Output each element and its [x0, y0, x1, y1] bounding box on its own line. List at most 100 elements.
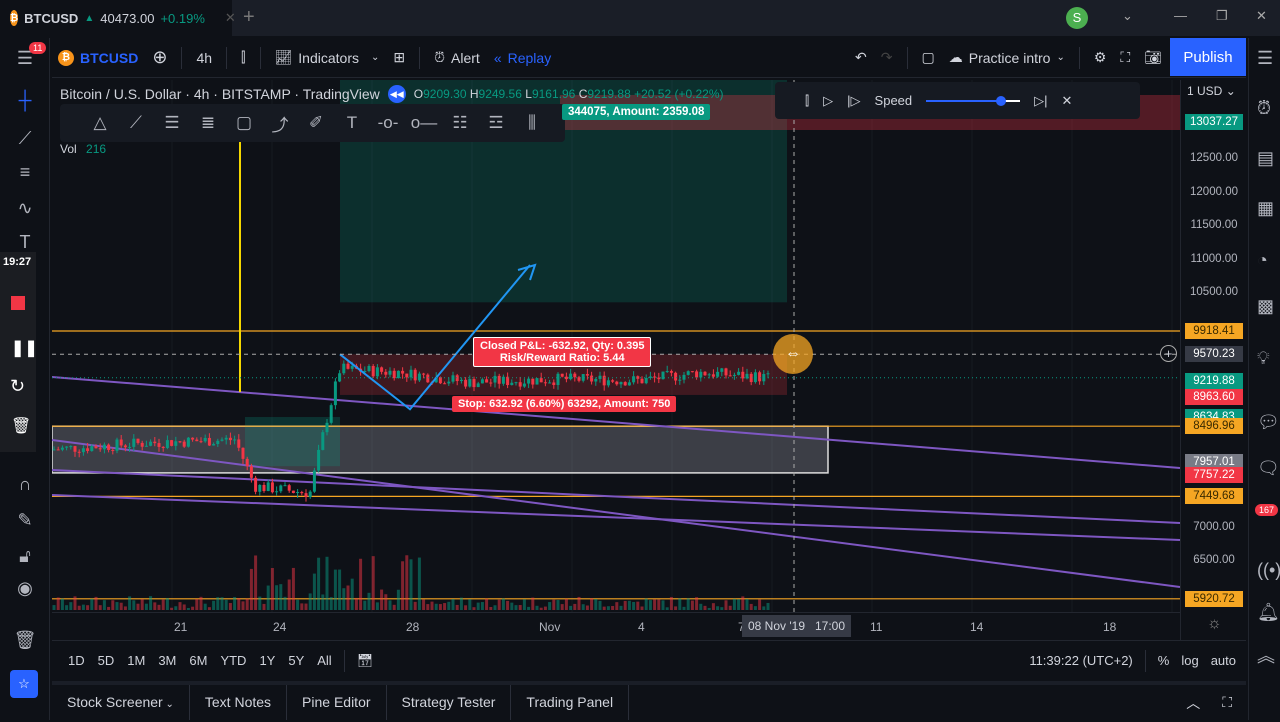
tab-stock-screener[interactable]: Stock Screener ⌄ — [52, 685, 190, 720]
alert-button[interactable]: ⏰︎ Alert — [434, 49, 480, 66]
symbol-button[interactable]: ₿ BTCUSD — [58, 49, 138, 66]
range-1m[interactable]: 1M — [127, 653, 146, 668]
tab-trading-panel[interactable]: Trading Panel — [511, 685, 630, 720]
notifications-bell-icon[interactable]: 🔔︎ — [1257, 602, 1280, 622]
chat-icon[interactable]: 💬︎ — [1257, 412, 1280, 432]
tab-text-notes[interactable]: Text Notes — [190, 685, 288, 720]
play-icon[interactable]: ▷ — [823, 92, 834, 108]
crosshair-icon[interactable]: ┼ — [18, 90, 32, 110]
close-window-icon[interactable]: ✕ — [1256, 8, 1267, 23]
delete-recording-icon[interactable]: 🗑 — [11, 418, 32, 435]
log-scale-toggle[interactable]: log — [1181, 653, 1199, 668]
range-6m[interactable]: 6M — [189, 653, 208, 668]
pause-icon[interactable]: ❚❚ — [11, 340, 38, 357]
indicators-button[interactable]: 📈︎ Indicators ⌄ — [275, 49, 380, 66]
messages-icon[interactable]: 🗨︎ — [1257, 458, 1280, 478]
settings-gear-icon[interactable]: ⚙ — [1093, 49, 1107, 65]
news-icon[interactable]: ▤ — [1257, 148, 1275, 168]
publish-button[interactable]: Publish — [1170, 38, 1246, 76]
speed-slider[interactable] — [926, 94, 1021, 108]
stop-record-icon[interactable] — [11, 296, 25, 310]
horizontal-line-icon[interactable]: o— — [410, 113, 438, 132]
slider-knob[interactable] — [996, 95, 1007, 106]
fib-tool-icon[interactable]: ≣ — [200, 113, 216, 132]
trendline-tool-icon[interactable]: ⟋ — [130, 113, 142, 132]
currency-selector[interactable]: 1 USD ⌄ — [1187, 84, 1236, 98]
fib-icon[interactable]: ≡ — [19, 162, 31, 182]
streams-icon[interactable]: ((•)) — [1257, 560, 1280, 580]
triangle-tool-icon[interactable]: △ — [93, 113, 107, 132]
expand-panel-icon[interactable]: ︿ — [1186, 694, 1201, 711]
chart-tab[interactable]: ₿ BTCUSD ▲ 40473.00 +0.19% ✕ — [0, 0, 236, 36]
collapse-panel-icon[interactable]: ︽ — [1257, 646, 1275, 666]
maximize-panel-icon[interactable]: ⛶ — [1222, 694, 1232, 710]
trendline-icon[interactable]: ⟋ — [18, 128, 32, 148]
range-all[interactable]: All — [317, 653, 332, 668]
step-forward-icon[interactable]: |▷ — [847, 92, 861, 108]
camera-icon[interactable]: 📷︎ — [1144, 49, 1162, 65]
add-alert-plus-icon[interactable]: + — [1160, 345, 1177, 362]
watchlist-icon[interactable]: ☰ — [1257, 48, 1274, 68]
chevron-down-icon[interactable]: ⌄ — [1122, 8, 1133, 23]
star-favorites-icon[interactable]: ☆ — [10, 670, 38, 698]
layout-menu[interactable]: ☁︎ Practice intro ⌄ — [949, 49, 1065, 66]
text-tool-icon[interactable]: T — [346, 113, 358, 132]
range-ytd[interactable]: YTD — [220, 653, 247, 668]
lock-icon[interactable]: 🔓︎ — [19, 546, 31, 566]
ideas-lightbulb-icon[interactable]: 💡︎ — [1257, 348, 1270, 368]
crosshair-handle[interactable]: ⇔ — [773, 334, 813, 374]
candle-type-icon[interactable]: ⫿ — [241, 49, 246, 65]
redo-icon[interactable]: ↷ — [880, 49, 893, 65]
restart-icon[interactable]: ↻ — [10, 376, 26, 396]
auto-scale-toggle[interactable]: auto — [1210, 653, 1236, 668]
range-5y[interactable]: 5Y — [288, 653, 305, 668]
compare-add-icon[interactable]: ⊕ — [152, 47, 168, 67]
range-5d[interactable]: 5D — [97, 653, 115, 668]
minimize-icon[interactable]: — — [1174, 8, 1187, 23]
calendar-icon[interactable]: ▩ — [1257, 296, 1275, 316]
undo-icon[interactable]: ↶ — [855, 49, 867, 65]
range-1d[interactable]: 1D — [68, 653, 85, 668]
tab-strategy-tester[interactable]: Strategy Tester — [387, 685, 512, 720]
close-tab-icon[interactable]: ✕ — [224, 10, 236, 25]
range-1y[interactable]: 1Y — [259, 653, 276, 668]
short-position-icon[interactable]: ☲ — [488, 113, 504, 132]
ray-tool-icon[interactable]: -o- — [377, 113, 399, 132]
jump-to-realtime-icon[interactable]: ▷| — [1034, 92, 1048, 108]
axis-settings-icon[interactable]: ☼ — [1207, 615, 1222, 632]
eye-icon[interactable]: ◉ — [17, 578, 33, 598]
menu-icon[interactable]: ☰ — [16, 48, 34, 68]
tab-pine-editor[interactable]: Pine Editor — [287, 685, 387, 720]
price-axis[interactable]: 1 USD ⌄ 12500.00 12000.00 11500.00 11000.00… — [1180, 80, 1246, 640]
pitchfork-icon[interactable]: ⫼ — [528, 113, 536, 132]
new-tab-icon[interactable]: + — [243, 6, 255, 28]
layout-square-icon[interactable]: ▢ — [921, 49, 935, 65]
trash-icon[interactable]: 🗑︎ — [13, 630, 37, 650]
close-replay-icon[interactable]: ✕ — [1061, 92, 1073, 108]
goto-date-icon[interactable]: 📅︎ — [356, 652, 374, 668]
long-position-icon[interactable]: ☷ — [452, 113, 468, 132]
range-3m[interactable]: 3M — [158, 653, 177, 668]
screener-icon[interactable]: ▦ — [1257, 198, 1275, 218]
interval-button[interactable]: 4h — [196, 49, 213, 66]
avatar[interactable]: S — [1066, 7, 1088, 29]
text-icon[interactable]: T — [19, 232, 31, 252]
fullscreen-icon[interactable]: ⛶ — [1120, 49, 1131, 65]
alarm-icon[interactable]: ⏰︎ — [1257, 98, 1272, 118]
rectangle-tool-icon[interactable]: ▢ — [235, 113, 253, 132]
replay-button[interactable]: « Replay — [494, 50, 551, 66]
restore-icon[interactable]: ❐ — [1216, 8, 1228, 23]
data-window-icon[interactable]: ◔ — [1257, 250, 1268, 270]
parallel-channel-icon[interactable]: ☰ — [164, 113, 180, 132]
brush-tool-icon[interactable]: ✐ — [308, 113, 324, 132]
pattern-icon[interactable]: ∿ — [17, 198, 33, 218]
percent-scale-toggle[interactable]: % — [1157, 653, 1170, 668]
clock-timezone[interactable]: 11:39:22 (UTC+2) — [1029, 653, 1133, 668]
time-axis[interactable]: 21 24 28 Nov 4 7 11 14 18 08 Nov '19 17:00 — [52, 612, 1180, 640]
path-tool-icon[interactable]: ⤴ — [271, 115, 289, 135]
select-bar-icon[interactable]: ⫿ — [805, 92, 810, 108]
magnet-icon[interactable]: ∩ — [18, 474, 32, 494]
lock-drawing-icon[interactable]: ✎ — [17, 510, 33, 530]
replay-mode-icon[interactable]: ◀◀ — [387, 85, 406, 103]
templates-icon[interactable]: ⊞ — [393, 49, 406, 65]
